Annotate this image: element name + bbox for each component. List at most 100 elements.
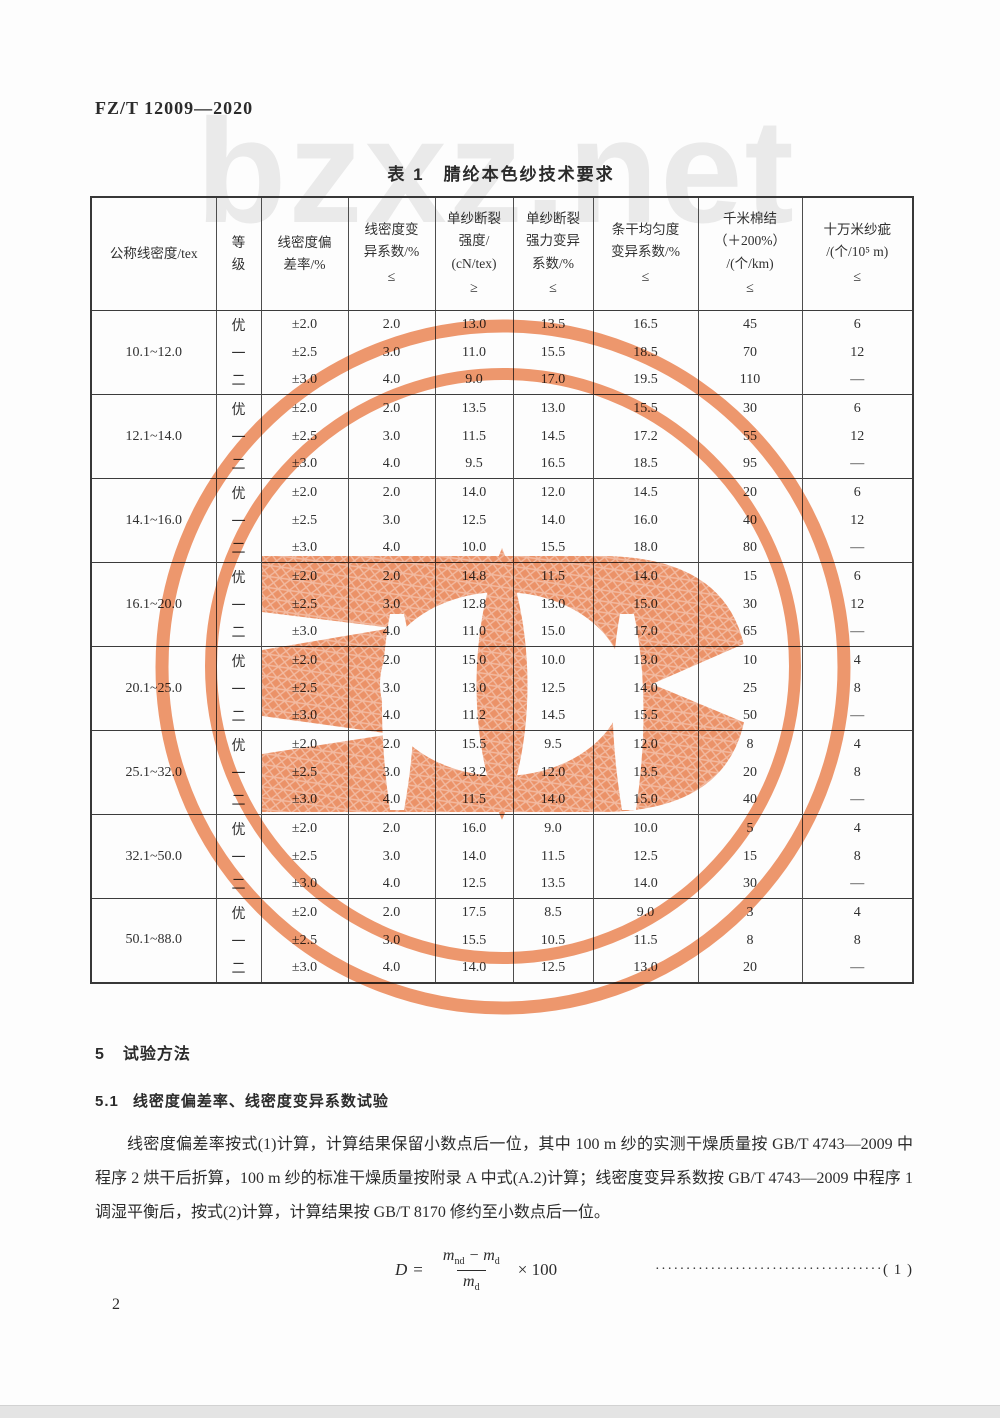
spec-table: 公称线密度/tex 等级线密度偏 差率/% 线密度变 异系数/% ≤ 单纱断裂 强度/(cN/… (90, 196, 914, 984)
table-cell: 13.0 (592, 646, 699, 675)
table-cell: 25 (697, 674, 803, 703)
table-cell: 一 (215, 506, 262, 535)
leader-dots: ····································· (655, 1262, 883, 1277)
table-cell: 16.5 (512, 450, 594, 479)
section-5-number: 5 (95, 1046, 105, 1063)
table-cell: ±2.0 (260, 310, 349, 339)
formula-fraction: mnd − md md (437, 1247, 506, 1292)
table-cell: 17.2 (592, 422, 699, 451)
table-cell: ±2.0 (260, 898, 349, 927)
table-cell: 11.5 (592, 926, 699, 955)
table-cell: 6 (801, 394, 914, 423)
table-cell: ±2.0 (260, 814, 349, 843)
formula-numerator: mnd − md (442, 1247, 500, 1268)
table-cell: 3.0 (347, 926, 436, 955)
table-cell: 12.5 (592, 842, 699, 871)
table-cell: 15.5 (592, 394, 699, 423)
horizontal-scrollbar[interactable] (0, 1405, 1000, 1418)
table-cell: ±2.0 (260, 562, 349, 591)
table-cell: 13.0 (592, 954, 699, 983)
equation-number: ( 1 ) (883, 1261, 913, 1278)
yarn-density-range: 14.1~16.0 (90, 478, 217, 563)
table-cell: 30 (697, 870, 803, 899)
table-cell: 15.5 (512, 338, 594, 367)
table-cell: 15.5 (512, 534, 594, 563)
table-cell: 9.5 (434, 450, 514, 479)
table-cell: 3.0 (347, 590, 436, 619)
section-5-title: 试验方法 (122, 1046, 191, 1063)
table-cell: 50 (697, 702, 803, 731)
table-cell: 二 (215, 786, 262, 815)
table-cell: 优 (215, 310, 262, 339)
formula-multiplier: × 100 (517, 1260, 558, 1279)
table-cell: 8 (697, 730, 803, 759)
table-cell: 20 (697, 758, 803, 787)
formula-1: D = mnd − md md × 100 (395, 1247, 557, 1292)
table-cell: 8 (801, 842, 914, 871)
yarn-density-range: 50.1~88.0 (90, 898, 217, 983)
table-cell: 12.0 (592, 730, 699, 759)
table-cell: 30 (697, 590, 803, 619)
table-cell: 15.5 (592, 702, 699, 731)
table-cell: 2.0 (347, 814, 436, 843)
table-cell: 4.0 (347, 450, 436, 479)
table-cell: 12 (801, 338, 914, 367)
table-cell: — (801, 786, 914, 815)
table-cell: 9.5 (512, 730, 594, 759)
table-cell: 15.0 (434, 646, 514, 675)
table-cell: 12.8 (434, 590, 514, 619)
table-cell: 优 (215, 814, 262, 843)
column-header-2: 线密度偏 差率/% (260, 197, 349, 311)
table-cell: 4.0 (347, 534, 436, 563)
table-cell: ±3.0 (260, 954, 349, 983)
table-cell: 4.0 (347, 870, 436, 899)
table-cell: ±2.5 (260, 674, 349, 703)
table-cell: 12.5 (434, 870, 514, 899)
table-cell: 95 (697, 450, 803, 479)
table-cell: 4.0 (347, 618, 436, 647)
table-cell: 18.5 (592, 450, 699, 479)
table-cell: ±2.5 (260, 506, 349, 535)
table-cell: 9.0 (592, 898, 699, 927)
table-cell: 4 (801, 646, 914, 675)
table-cell: 一 (215, 590, 262, 619)
table-cell: ±3.0 (260, 534, 349, 563)
table-cell: 二 (215, 618, 262, 647)
table-cell: — (801, 702, 914, 731)
table-cell: — (801, 366, 914, 395)
table-cell: 一 (215, 674, 262, 703)
table-cell: 2.0 (347, 646, 436, 675)
table-cell: — (801, 534, 914, 563)
table-cell: 11.2 (434, 702, 514, 731)
table-cell: 80 (697, 534, 803, 563)
table-cell: 优 (215, 478, 262, 507)
table-cell: ±2.0 (260, 646, 349, 675)
table-cell: — (801, 618, 914, 647)
table-cell: ±2.0 (260, 730, 349, 759)
table-cell: 14.0 (434, 842, 514, 871)
table-cell: 2.0 (347, 562, 436, 591)
table-cell: 一 (215, 842, 262, 871)
table-cell: 10.0 (512, 646, 594, 675)
table-cell: 一 (215, 422, 262, 451)
table-cell: 13.5 (512, 870, 594, 899)
table-cell: — (801, 954, 914, 983)
table-cell: 6 (801, 478, 914, 507)
table-cell: 13.5 (592, 758, 699, 787)
table-row: 16.1~20.0 优 ±2.0 2.0 14.8 11.5 14.0 15 6 (90, 562, 914, 647)
table-cell: 一 (215, 758, 262, 787)
table-cell: 12.5 (512, 954, 594, 983)
table-cell: 17.5 (434, 898, 514, 927)
table-cell: 2.0 (347, 730, 436, 759)
table-cell: 8.5 (512, 898, 594, 927)
table-cell: 4.0 (347, 954, 436, 983)
table-cell: 11.5 (512, 562, 594, 591)
table-cell: 12 (801, 422, 914, 451)
table-cell: 65 (697, 618, 803, 647)
table-cell: ±3.0 (260, 450, 349, 479)
table-cell: 45 (697, 310, 803, 339)
table-title: 表 1 腈纶本色纱技术要求 (387, 165, 615, 184)
table-cell: ±2.5 (260, 842, 349, 871)
table-cell: 8 (801, 758, 914, 787)
table-cell: 二 (215, 954, 262, 983)
